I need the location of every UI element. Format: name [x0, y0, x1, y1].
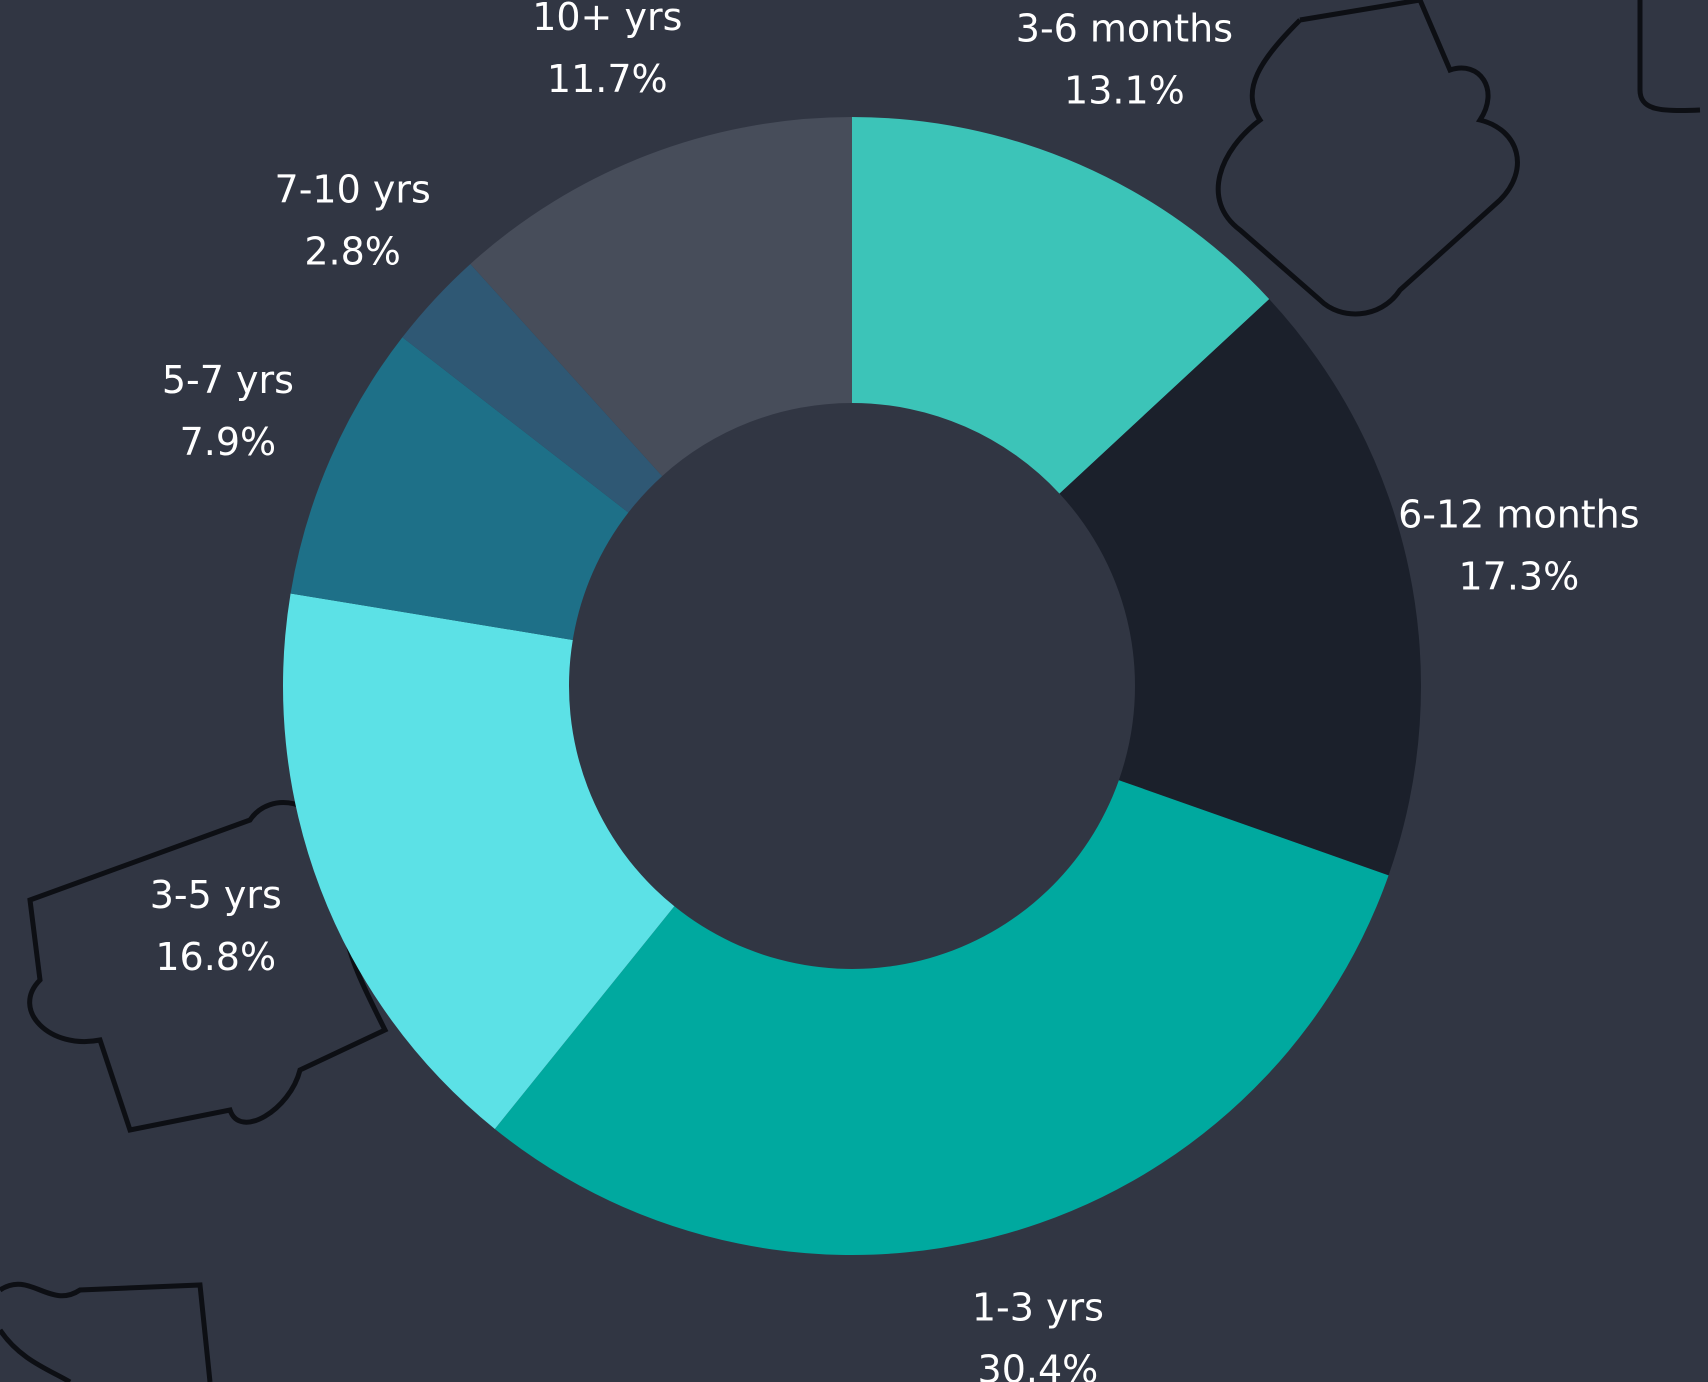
- slice-value-label: 11.7%: [547, 57, 668, 101]
- slice-label: 1-3 yrs: [972, 1286, 1104, 1330]
- slice-value-label: 30.4%: [978, 1348, 1099, 1382]
- slice-label: 10+ yrs: [532, 0, 682, 39]
- slice-value-label: 13.1%: [1064, 68, 1185, 112]
- slice-label: 6-12 months: [1398, 492, 1639, 536]
- slice-label: 3-6 months: [1016, 6, 1233, 50]
- slice-value-label: 7.9%: [180, 420, 277, 464]
- slice-value-label: 16.8%: [155, 935, 276, 979]
- slice-value-label: 2.8%: [304, 229, 401, 273]
- slice-value-label: 17.3%: [1458, 554, 1579, 598]
- slice-label: 5-7 yrs: [162, 358, 294, 402]
- slice-label: 3-5 yrs: [150, 873, 282, 917]
- chart: 3-6 months 13.1% 6-12 months 17.3% 1-3 yrs 30…: [0, 0, 1708, 1382]
- slice-label: 7-10 yrs: [275, 167, 431, 211]
